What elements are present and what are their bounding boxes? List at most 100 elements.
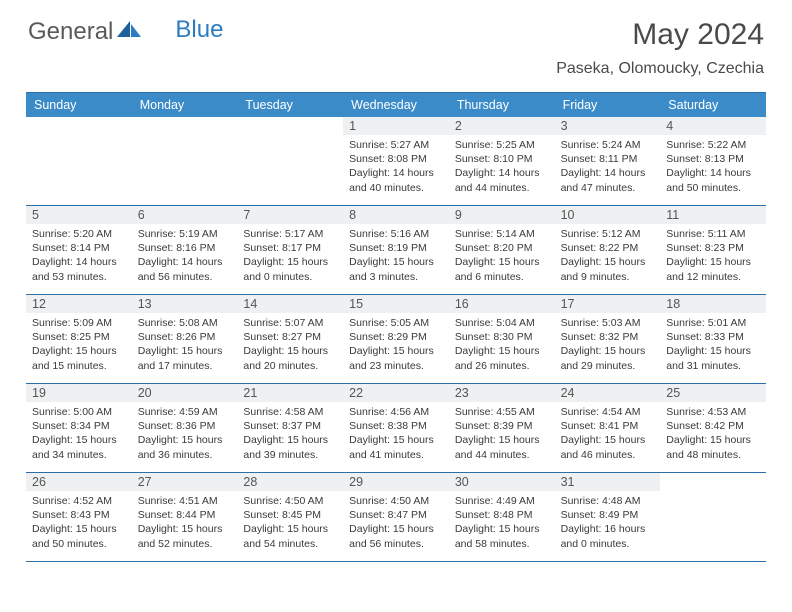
day-cell: 1 Sunrise: 5:27 AMSunset: 8:08 PMDaylight… [343, 117, 449, 205]
day-info: Sunrise: 5:07 AMSunset: 8:27 PMDaylight:… [243, 316, 337, 373]
day-info: Sunrise: 5:00 AMSunset: 8:34 PMDaylight:… [32, 405, 126, 462]
day-cell: 10Sunrise: 5:12 AMSunset: 8:22 PMDayligh… [555, 206, 661, 294]
day-number: 12 [26, 295, 132, 313]
day-cell: 20Sunrise: 4:59 AMSunset: 8:36 PMDayligh… [132, 384, 238, 472]
day-info: Sunrise: 5:16 AMSunset: 8:19 PMDaylight:… [349, 227, 443, 284]
day-cell: 2 Sunrise: 5:25 AMSunset: 8:10 PMDaylight… [449, 117, 555, 205]
weekday-header: Monday [132, 93, 238, 117]
day-info: Sunrise: 5:17 AMSunset: 8:17 PMDaylight:… [243, 227, 337, 284]
day-info: Sunrise: 5:24 AMSunset: 8:11 PMDaylight:… [561, 138, 655, 195]
logo-text-general: General [28, 18, 113, 46]
day-number: 7 [237, 206, 343, 224]
day-number: 26 [26, 473, 132, 491]
day-number: 31 [555, 473, 661, 491]
day-number: 3 [555, 117, 661, 135]
day-cell: 14 Sunrise: 5:07 AMSunset: 8:27 PMDayligh… [237, 295, 343, 383]
logo: General Blue [28, 18, 223, 46]
day-info: Sunrise: 5:27 AMSunset: 8:08 PMDaylight:… [349, 138, 443, 195]
day-cell: 7 Sunrise: 5:17 AMSunset: 8:17 PMDaylight… [237, 206, 343, 294]
day-cell: 15Sunrise: 5:05 AMSunset: 8:29 PMDayligh… [343, 295, 449, 383]
weekday-header: Thursday [449, 93, 555, 117]
day-info: Sunrise: 5:04 AMSunset: 8:30 PMDaylight:… [455, 316, 549, 373]
day-info: Sunrise: 4:54 AMSunset: 8:41 PMDaylight:… [561, 405, 655, 462]
day-cell: 17 Sunrise: 5:03 AMSunset: 8:32 PMDayligh… [555, 295, 661, 383]
day-cell: 6Sunrise: 5:19 AMSunset: 8:16 PMDaylight… [132, 206, 238, 294]
weekday-header: Wednesday [343, 93, 449, 117]
day-info: Sunrise: 4:58 AMSunset: 8:37 PMDaylight:… [243, 405, 337, 462]
day-number: 23 [449, 384, 555, 402]
day-number: 28 [237, 473, 343, 491]
day-cell: 21 Sunrise: 4:58 AMSunset: 8:37 PMDayligh… [237, 384, 343, 472]
day-info: Sunrise: 4:56 AMSunset: 8:38 PMDaylight:… [349, 405, 443, 462]
day-info: Sunrise: 5:22 AMSunset: 8:13 PMDaylight:… [666, 138, 760, 195]
day-cell: 13 Sunrise: 5:08 AMSunset: 8:26 PMDayligh… [132, 295, 238, 383]
day-info: Sunrise: 5:14 AMSunset: 8:20 PMDaylight:… [455, 227, 549, 284]
weekday-header-row: SundayMondayTuesdayWednesdayThursdayFrid… [26, 93, 766, 117]
day-cell: 11Sunrise: 5:11 AMSunset: 8:23 PMDayligh… [660, 206, 766, 294]
day-cell: 12 Sunrise: 5:09 AMSunset: 8:25 PMDayligh… [26, 295, 132, 383]
day-cell: 5 Sunrise: 5:20 AMSunset: 8:14 PMDaylight… [26, 206, 132, 294]
day-number: 15 [343, 295, 449, 313]
day-cell: 8 Sunrise: 5:16 AMSunset: 8:19 PMDaylight… [343, 206, 449, 294]
day-number: 17 [555, 295, 661, 313]
logo-sail-icon [117, 18, 143, 46]
day-cell: . [26, 117, 132, 205]
header: General Blue May 2024 Paseka, Olomoucky,… [0, 0, 792, 84]
day-info: Sunrise: 4:49 AMSunset: 8:48 PMDaylight:… [455, 494, 549, 551]
day-number: 21 [237, 384, 343, 402]
day-cell: 19 Sunrise: 5:00 AMSunset: 8:34 PMDayligh… [26, 384, 132, 472]
day-cell: 9 Sunrise: 5:14 AMSunset: 8:20 PMDaylight… [449, 206, 555, 294]
day-number: 4 [660, 117, 766, 135]
day-number: 25 [660, 384, 766, 402]
day-cell: 4 Sunrise: 5:22 AMSunset: 8:13 PMDaylight… [660, 117, 766, 205]
weekday-header: Sunday [26, 93, 132, 117]
day-cell: 27Sunrise: 4:51 AMSunset: 8:44 PMDayligh… [132, 473, 238, 561]
calendar: SundayMondayTuesdayWednesdayThursdayFrid… [26, 92, 766, 562]
day-info: Sunrise: 5:12 AMSunset: 8:22 PMDaylight:… [561, 227, 655, 284]
weekday-header: Tuesday [237, 93, 343, 117]
day-number: 13 [132, 295, 238, 313]
day-number: 19 [26, 384, 132, 402]
day-cell: 29Sunrise: 4:50 AMSunset: 8:47 PMDayligh… [343, 473, 449, 561]
month-title: May 2024 [556, 18, 764, 52]
day-info: Sunrise: 4:52 AMSunset: 8:43 PMDaylight:… [32, 494, 126, 551]
week-row: 5 Sunrise: 5:20 AMSunset: 8:14 PMDaylight… [26, 206, 766, 295]
logo-text-blue: Blue [175, 16, 223, 44]
day-cell: 16 Sunrise: 5:04 AMSunset: 8:30 PMDayligh… [449, 295, 555, 383]
day-info: Sunrise: 5:20 AMSunset: 8:14 PMDaylight:… [32, 227, 126, 284]
day-number: 14 [237, 295, 343, 313]
day-cell: 30Sunrise: 4:49 AMSunset: 8:48 PMDayligh… [449, 473, 555, 561]
day-number: 8 [343, 206, 449, 224]
day-number: 22 [343, 384, 449, 402]
day-number: 1 [343, 117, 449, 135]
week-row: 26 Sunrise: 4:52 AMSunset: 8:43 PMDayligh… [26, 473, 766, 562]
day-number: 24 [555, 384, 661, 402]
day-info: Sunrise: 4:53 AMSunset: 8:42 PMDaylight:… [666, 405, 760, 462]
day-cell: 24 Sunrise: 4:54 AMSunset: 8:41 PMDayligh… [555, 384, 661, 472]
day-info: Sunrise: 5:03 AMSunset: 8:32 PMDaylight:… [561, 316, 655, 373]
weekday-header: Saturday [660, 93, 766, 117]
day-cell: . [237, 117, 343, 205]
day-info: Sunrise: 5:09 AMSunset: 8:25 PMDaylight:… [32, 316, 126, 373]
day-info: Sunrise: 5:08 AMSunset: 8:26 PMDaylight:… [138, 316, 232, 373]
day-number: 9 [449, 206, 555, 224]
day-cell: 28Sunrise: 4:50 AMSunset: 8:45 PMDayligh… [237, 473, 343, 561]
day-cell: 23 Sunrise: 4:55 AMSunset: 8:39 PMDayligh… [449, 384, 555, 472]
day-cell: 31 Sunrise: 4:48 AMSunset: 8:49 PMDayligh… [555, 473, 661, 561]
week-row: ...1Sunrise: 5:27 AMSunset: 8:08 PMDayli… [26, 117, 766, 206]
day-cell: 22 Sunrise: 4:56 AMSunset: 8:38 PMDayligh… [343, 384, 449, 472]
day-number: 16 [449, 295, 555, 313]
day-info: Sunrise: 5:01 AMSunset: 8:33 PMDaylight:… [666, 316, 760, 373]
title-block: May 2024 Paseka, Olomoucky, Czechia [556, 18, 764, 78]
day-number: 2 [449, 117, 555, 135]
day-info: Sunrise: 4:55 AMSunset: 8:39 PMDaylight:… [455, 405, 549, 462]
day-info: Sunrise: 4:59 AMSunset: 8:36 PMDaylight:… [138, 405, 232, 462]
week-row: 19 Sunrise: 5:00 AMSunset: 8:34 PMDayligh… [26, 384, 766, 473]
day-cell: . [132, 117, 238, 205]
day-cell: 26 Sunrise: 4:52 AMSunset: 8:43 PMDayligh… [26, 473, 132, 561]
day-info: Sunrise: 5:25 AMSunset: 8:10 PMDaylight:… [455, 138, 549, 195]
day-info: Sunrise: 4:48 AMSunset: 8:49 PMDaylight:… [561, 494, 655, 551]
day-cell: . [660, 473, 766, 561]
day-number: 5 [26, 206, 132, 224]
location-label: Paseka, Olomoucky, Czechia [556, 60, 764, 78]
